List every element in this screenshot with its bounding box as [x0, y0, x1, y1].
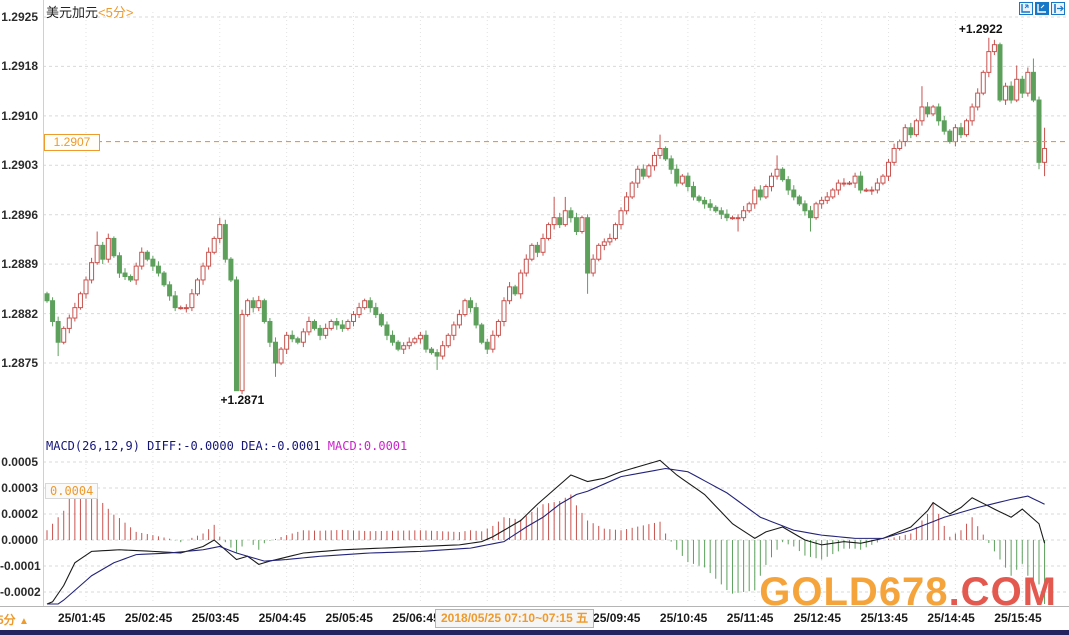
timeframe-indicator[interactable]: 5分 ▲ [0, 611, 29, 628]
price-tick-label: 1.2925 [1, 10, 38, 24]
collapse-panel-icon[interactable] [1051, 2, 1065, 15]
high-price-annotation: +1.2922 [958, 21, 1003, 36]
price-tick-label: 1.2918 [1, 59, 38, 74]
time-tick-label: 25/09:45 [593, 611, 641, 625]
bottom-window-edge [0, 630, 1069, 635]
time-tick-label: 25/06:45 [392, 611, 440, 625]
y-scale-icon[interactable] [1019, 2, 1033, 15]
macd-tick-label: 0.0000 [1, 533, 38, 547]
period-label: <5分> [98, 5, 134, 20]
time-tick-label: 25/01:45 [58, 611, 106, 625]
macd-formula: MACD(26,12,9) [46, 439, 148, 453]
time-tick-label: 25/03:45 [191, 611, 240, 625]
chart-title: 美元加元<5分> [46, 2, 133, 21]
price-tick-label: 1.2889 [1, 257, 38, 272]
price-tick-label: 1.2903 [1, 158, 38, 173]
time-tick-label: 25/15:45 [994, 611, 1042, 625]
macd-value: MACD:0.0001 [327, 439, 408, 453]
timeframe-arrow-icon: ▲ [19, 616, 29, 627]
x-scale-icon[interactable] [1035, 2, 1049, 15]
time-tick-label: 25/12:45 [793, 611, 842, 625]
price-tick-label: 1.2875 [1, 356, 38, 370]
macd-diff-value: DIFF:-0.0000 [147, 439, 242, 453]
axis-border [43, 0, 44, 606]
macd-indicator-header: MACD(26,12,9) DIFF:-0.0000 DEA:-0.0001 M… [46, 439, 407, 453]
time-tick-label: 25/10:45 [659, 611, 708, 625]
time-tick-label: 25/05:45 [325, 611, 373, 625]
site-watermark: GOLD678.COM [759, 572, 1057, 612]
macd-scale-marker: 0.0004 [45, 483, 99, 499]
macd-dea-value: DEA:-0.0001 [241, 439, 328, 453]
price-tick-label: 1.2882 [1, 306, 38, 321]
chart-toolbar [1019, 2, 1065, 15]
hovered-candle-time-tooltip: 2018/05/25 07:10~07:15 五 [435, 609, 595, 628]
macd-tick-label: 0.0005 [1, 455, 38, 469]
instrument-name: 美元加元 [46, 5, 99, 20]
low-price-annotation: +1.2871 [220, 392, 265, 407]
time-tick-label: 25/14:45 [927, 611, 975, 625]
price-tick-label: 1.2910 [1, 108, 38, 123]
timeframe-text: 5分 [0, 613, 16, 627]
time-tick-label: 25/02:45 [124, 611, 173, 625]
macd-tick-label: 0.0002 [1, 507, 38, 521]
price-tick-label: 1.2896 [1, 207, 38, 222]
time-tick-label: 25/04:45 [258, 611, 306, 625]
watermark-domain: .COM [948, 570, 1057, 614]
time-axis: 5分 ▲ 25/01:45 25/02:45 25/03:45 25/04:45 25/… [0, 606, 1069, 631]
macd-tick-label: -0.0002 [0, 585, 41, 599]
time-tick-label: 25/13:45 [860, 611, 908, 625]
macd-tick-label: -0.0001 [0, 559, 41, 573]
current-price-badge: 1.2907 [44, 133, 100, 151]
macd-tick-label: 0.0003 [1, 481, 38, 495]
time-tick-label: 25/11:45 [726, 611, 774, 625]
watermark-brand: GOLD678 [759, 570, 949, 614]
